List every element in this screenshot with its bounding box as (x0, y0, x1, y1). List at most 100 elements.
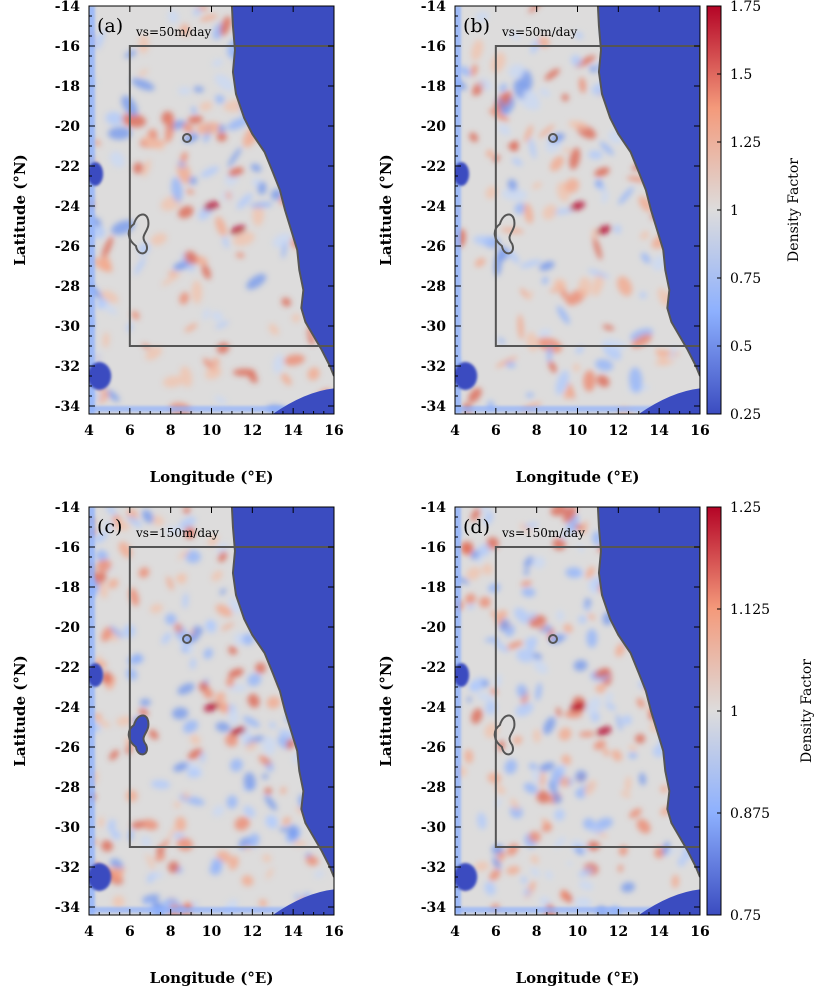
density-anomaly (628, 752, 638, 759)
density-anomaly (490, 609, 497, 617)
density-anomaly (595, 180, 603, 187)
y-axis-label: Latitude (°N) (377, 154, 395, 265)
density-anomaly (481, 679, 489, 688)
density-anomaly (215, 216, 227, 237)
velocity-annotation: vs=50m/day (501, 25, 578, 39)
density-anomaly (520, 259, 542, 269)
density-anomaly (228, 706, 239, 726)
density-anomaly (574, 31, 584, 40)
density-anomaly (307, 367, 320, 381)
density-anomaly (595, 817, 613, 830)
y-tick-label: -24 (55, 700, 81, 716)
density-anomaly (121, 113, 147, 128)
density-anomaly (193, 256, 208, 266)
density-anomaly (211, 570, 223, 582)
density-anomaly (620, 791, 632, 798)
density-anomaly (133, 162, 144, 174)
colorbar-tick-label: 0.75 (730, 908, 761, 924)
colorbar-tick-label: 1.25 (730, 135, 761, 151)
coastline (596, 6, 700, 377)
density-anomaly (558, 727, 572, 741)
density-anomaly (174, 623, 183, 633)
density-anomaly (488, 108, 509, 122)
density-anomaly (191, 106, 197, 115)
density-anomaly (225, 191, 232, 200)
density-anomaly (504, 759, 518, 775)
colorbar-tick-label: 0.875 (730, 806, 770, 822)
x-tick-label: 6 (125, 924, 135, 940)
density-anomaly (528, 6, 541, 13)
land-area-south (638, 889, 700, 915)
density-anomaly (517, 314, 524, 340)
density-anomaly (545, 870, 553, 880)
density-anomaly (109, 749, 119, 761)
x-axis-label: Longitude (°E) (150, 468, 274, 486)
plot-area (89, 507, 334, 915)
density-anomaly (583, 370, 596, 392)
density-anomaly (484, 511, 494, 526)
density-anomaly (187, 748, 203, 760)
density-anomaly (246, 273, 267, 290)
density-anomaly (242, 633, 255, 646)
y-tick-label: -22 (55, 660, 80, 676)
density-anomaly (93, 532, 108, 544)
colorbar-tick-label: 0.5 (730, 339, 752, 355)
density-anomaly (272, 233, 292, 249)
density-anomaly (581, 520, 588, 536)
y-tick-label: -32 (55, 860, 80, 876)
density-anomaly (166, 526, 183, 535)
density-anomaly (203, 688, 214, 699)
colorbar-tick-label: 1.75 (730, 0, 761, 15)
x-tick-label: 12 (243, 924, 262, 940)
panel-label: (a) (97, 15, 123, 37)
density-anomaly (145, 853, 155, 870)
edge-sw-feature (455, 362, 478, 390)
density-anomaly (95, 550, 109, 562)
y-tick-label: -28 (55, 279, 80, 295)
density-anomaly (554, 808, 565, 821)
density-anomaly (587, 269, 610, 278)
density-anomaly (230, 225, 246, 235)
density-anomaly (228, 855, 239, 871)
density-anomaly (596, 375, 610, 388)
density-anomaly (593, 237, 602, 260)
density-anomaly (585, 566, 595, 580)
density-anomaly (212, 357, 220, 366)
density-anomaly (497, 337, 506, 345)
density-anomaly (184, 550, 201, 564)
x-tick-label: 16 (690, 924, 709, 940)
density-anomaly (178, 161, 186, 169)
y-axis-label: Latitude (°N) (377, 655, 395, 766)
density-anomaly (561, 93, 569, 102)
seamount-outline-central (548, 133, 558, 143)
density-anomaly (611, 749, 623, 762)
y-tick-label: -20 (421, 119, 447, 135)
x-tick-label: 6 (125, 423, 135, 439)
x-axis-label: Longitude (°E) (516, 969, 640, 987)
coastline (230, 6, 334, 377)
density-anomaly (288, 824, 298, 840)
density-anomaly (138, 708, 149, 717)
density-anomaly (594, 668, 610, 678)
y-tick-label: -34 (421, 399, 447, 415)
density-anomaly (654, 846, 666, 859)
density-anomaly (476, 692, 495, 702)
density-anomaly (586, 628, 598, 648)
density-anomaly (570, 54, 582, 67)
density-anomaly (541, 276, 549, 285)
density-anomaly (179, 516, 196, 530)
density-anomaly (228, 684, 248, 692)
x-tick-label: 14 (649, 423, 669, 439)
colorbar-label: Density Factor (799, 659, 815, 763)
density-anomaly (171, 177, 183, 203)
density-anomaly (595, 683, 606, 694)
density-anomaly (228, 668, 244, 678)
density-anomaly (232, 231, 255, 246)
density-anomaly (578, 277, 592, 298)
density-anomaly (564, 178, 580, 193)
density-anomaly (578, 880, 594, 891)
x-tick-label: 16 (690, 423, 709, 439)
density-anomaly (485, 149, 494, 158)
density-anomaly (514, 607, 530, 624)
density-anomaly (471, 39, 484, 61)
